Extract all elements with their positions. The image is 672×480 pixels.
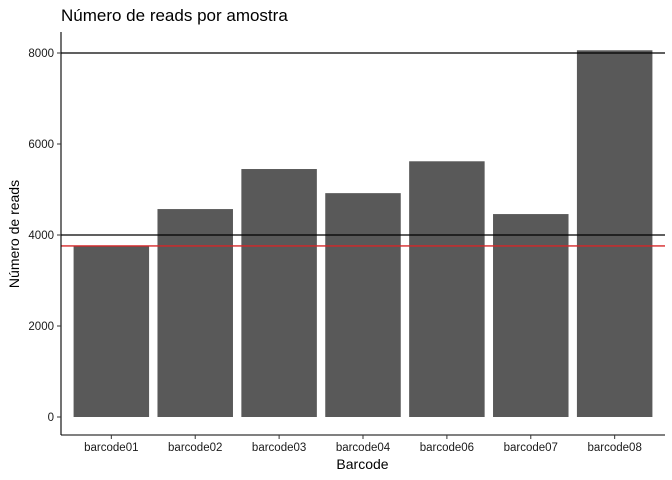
bar-barcode01 [73,245,150,417]
x-tick-label: barcode06 [420,442,474,454]
reference-lines-group [61,52,665,247]
chart-title: Número de reads por amostra [61,6,288,25]
x-tick-label: barcode02 [168,442,222,454]
x-tick-label: barcode03 [252,442,306,454]
y-tick-label: 0 [48,412,54,424]
bar-barcode06 [409,161,485,417]
x-tick-label: barcode08 [587,442,641,454]
y-tick-label: 2000 [28,321,54,333]
x-ticks-group: barcode01 barcode02 barcode03 barcode04 barc… [84,435,642,454]
bar-barcode07 [493,214,569,417]
y-tick-label: 4000 [28,230,54,242]
x-tick-label: barcode04 [336,442,391,454]
y-tick-label: 6000 [28,139,54,151]
bar-barcode03 [241,169,317,417]
x-tick-label: barcode07 [504,442,558,454]
y-tick-label: 8000 [28,48,54,60]
y-ticks-group: 0 2000 4000 6000 8000 [28,48,61,424]
x-tick-label: barcode01 [84,442,138,454]
x-axis-title: Barcode [336,456,388,472]
bars-group [73,50,653,418]
y-axis-title: Número de reads [6,180,22,288]
bar-barcode04 [325,193,401,417]
bar-barcode08 [576,50,653,418]
bar-barcode02 [157,209,233,417]
